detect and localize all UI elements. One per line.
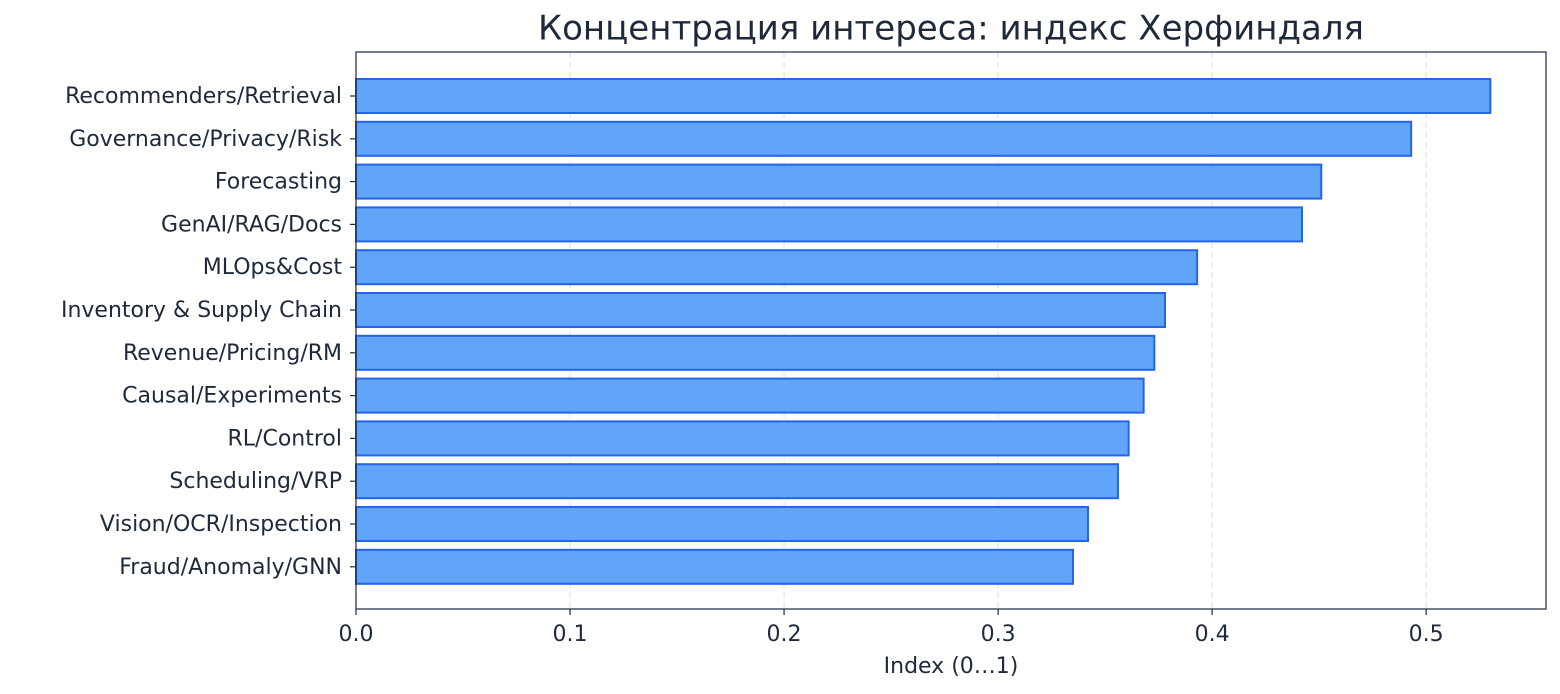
bar bbox=[355, 463, 1119, 500]
x-tick-label: 0.4 bbox=[1195, 622, 1230, 647]
x-tick-label: 0.3 bbox=[981, 622, 1016, 647]
x-tick-label: 0.1 bbox=[553, 622, 588, 647]
y-tick-label: Fraud/Anomaly/GNN bbox=[119, 555, 342, 580]
x-tick-label: 0.2 bbox=[767, 622, 802, 647]
x-tick-label: 0.0 bbox=[339, 622, 374, 647]
y-tick-label: Scheduling/VRP bbox=[169, 469, 342, 494]
y-tick-label: Recommenders/Retrieval bbox=[65, 84, 342, 109]
y-tick-label: Forecasting bbox=[215, 170, 342, 195]
x-tick-label: 0.5 bbox=[1409, 622, 1444, 647]
y-tick-label: Revenue/Pricing/RM bbox=[123, 341, 342, 366]
bar bbox=[355, 292, 1167, 328]
bar bbox=[355, 334, 1156, 371]
y-tick-label: RL/Control bbox=[228, 426, 342, 451]
y-tick-label: Inventory & Supply Chain bbox=[61, 298, 342, 323]
chart-title: Концентрация интереса: индекс Херфиндаля bbox=[538, 9, 1364, 49]
bar bbox=[355, 377, 1145, 414]
y-tick-label: GenAI/RAG/Docs bbox=[161, 212, 342, 237]
y-tick-label: Causal/Experiments bbox=[122, 384, 342, 409]
bar bbox=[355, 506, 1089, 542]
bar bbox=[355, 206, 1304, 243]
bar bbox=[355, 420, 1130, 457]
y-tick-label: Governance/Privacy/Risk bbox=[69, 127, 342, 152]
y-tick-label: MLOps&Cost bbox=[203, 255, 343, 280]
bar bbox=[355, 163, 1323, 200]
bar bbox=[355, 120, 1413, 157]
bar bbox=[355, 249, 1199, 286]
bar bbox=[355, 548, 1074, 585]
plot-frame bbox=[355, 51, 1547, 610]
y-tick-label: Vision/OCR/Inspection bbox=[100, 512, 342, 537]
x-axis-label: Index (0…1) bbox=[884, 654, 1019, 679]
bar bbox=[355, 78, 1492, 114]
